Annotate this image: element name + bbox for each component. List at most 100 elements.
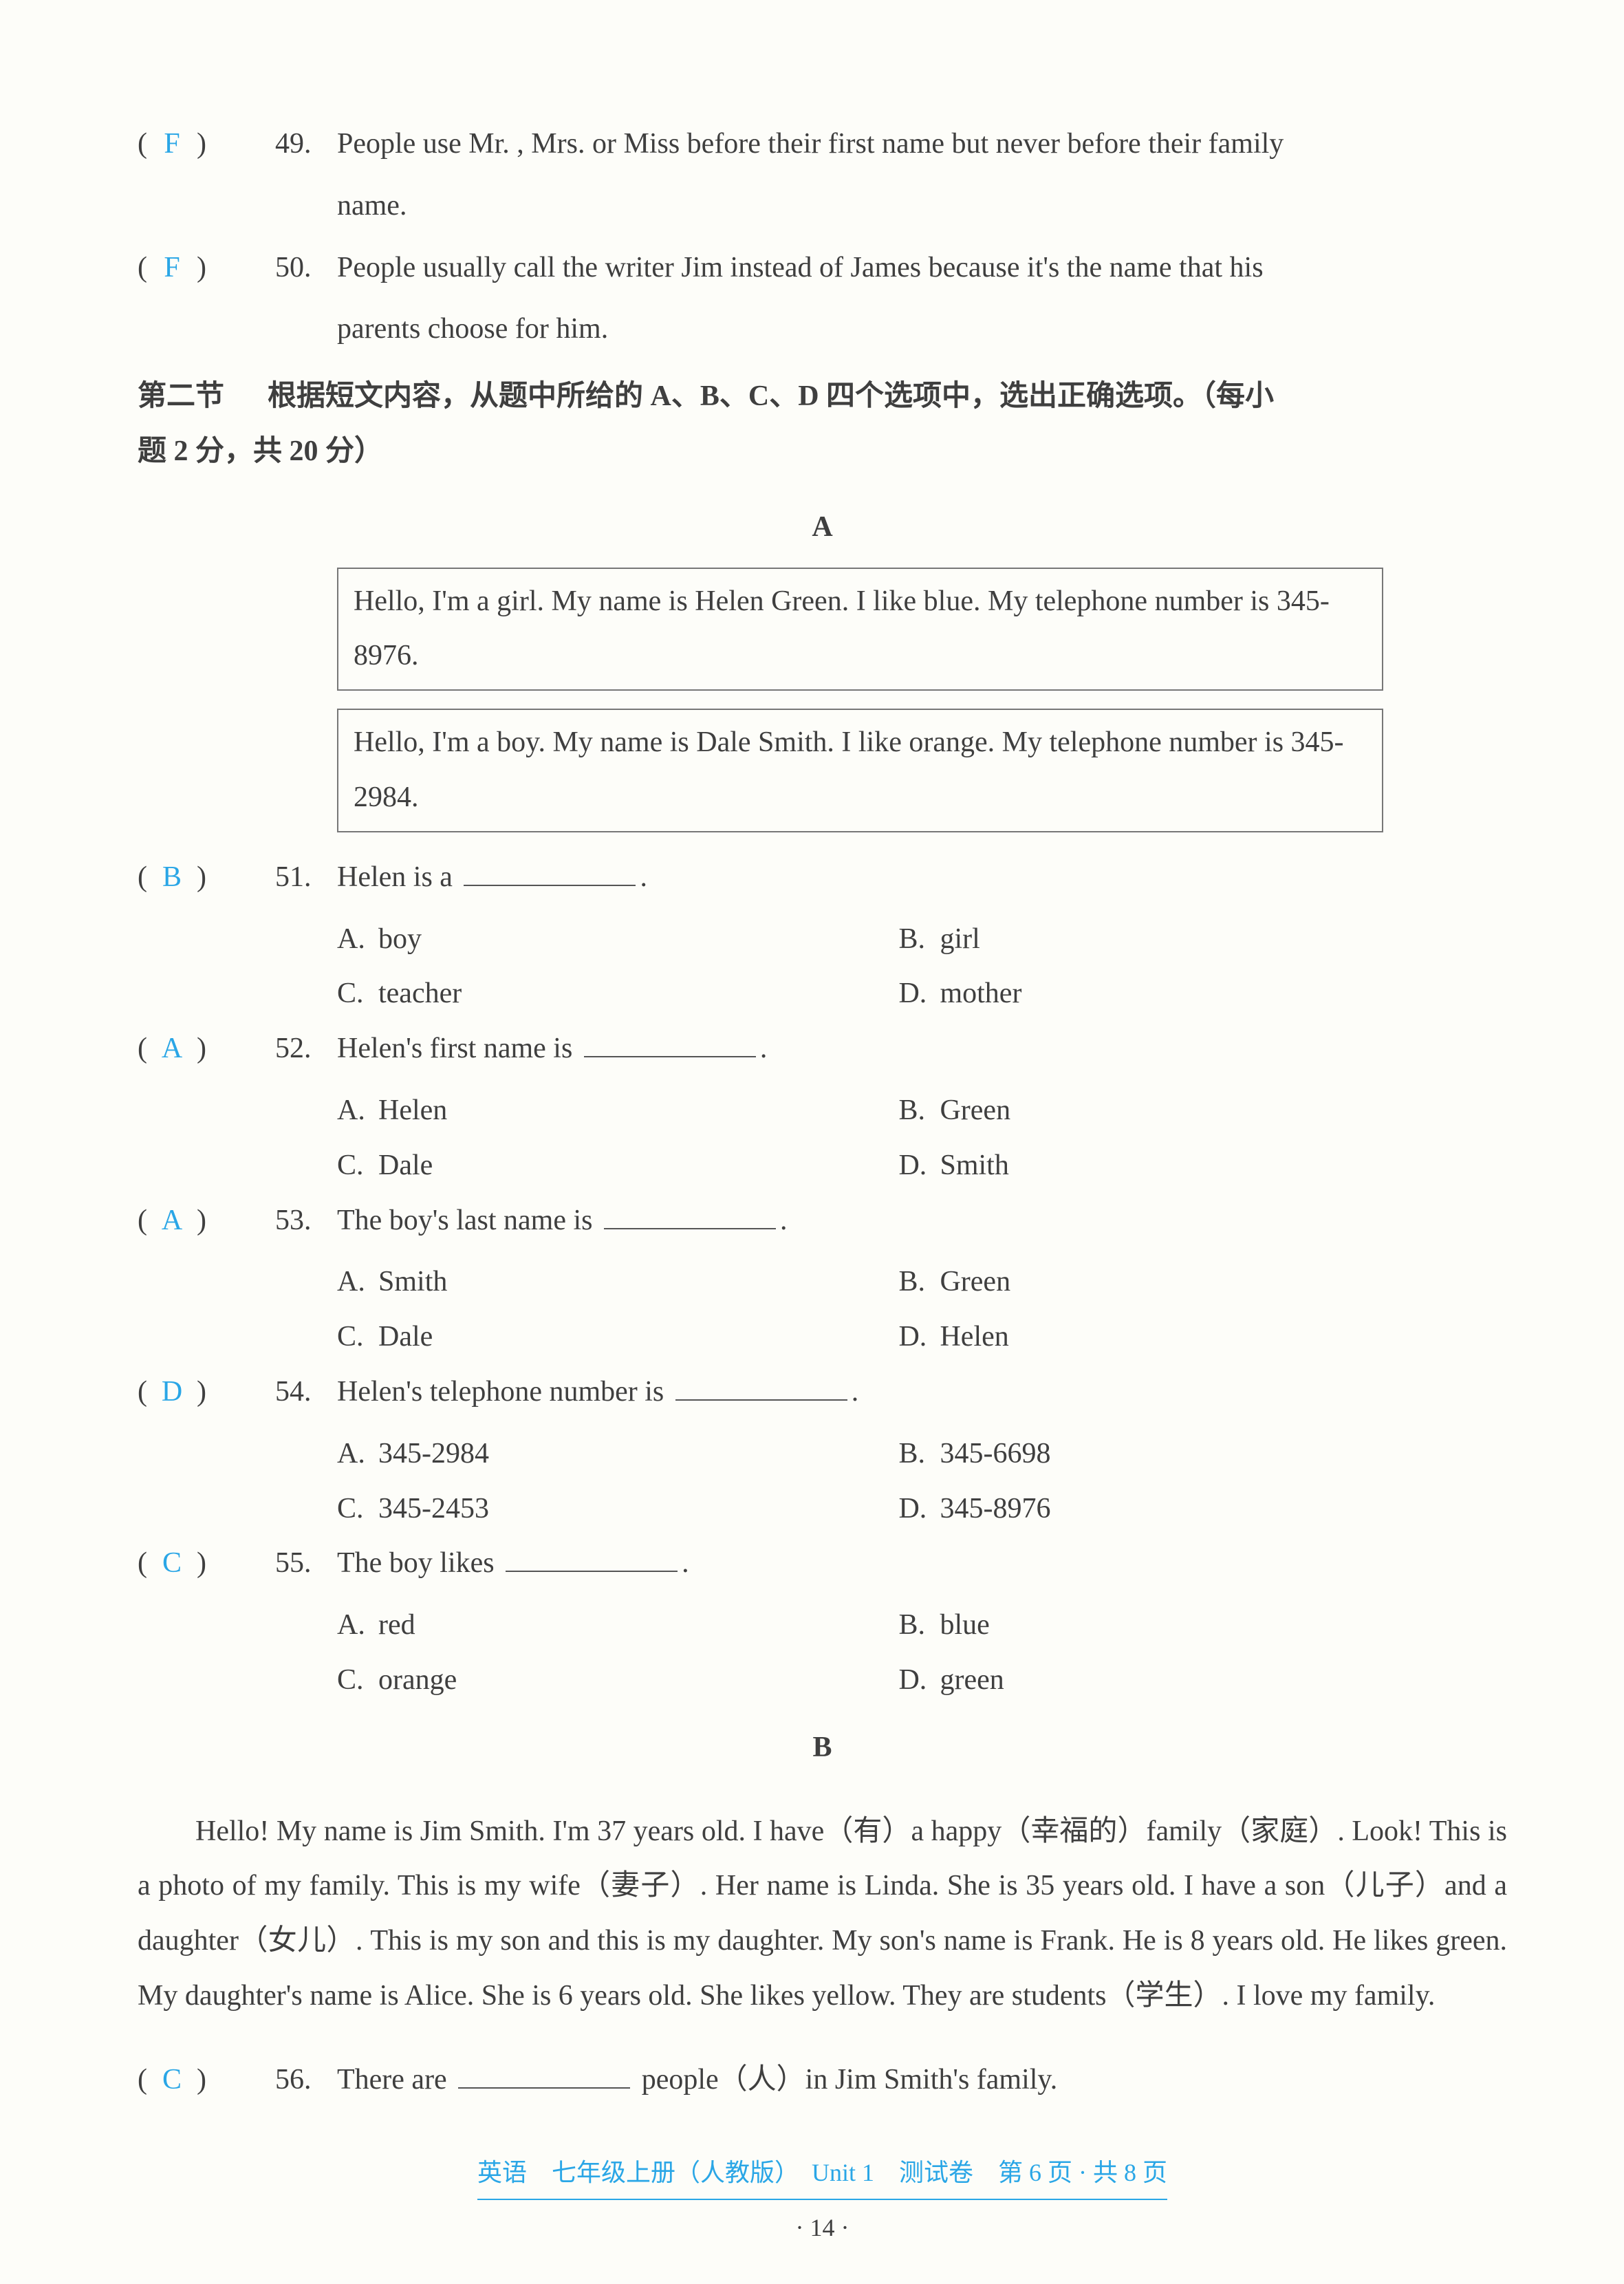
paren-open: ( <box>138 1194 147 1249</box>
question-number: 53. <box>275 1194 337 1249</box>
paren-open: ( <box>138 1536 147 1591</box>
question-number: 52. <box>275 1022 337 1077</box>
opt-letter: C. <box>337 1310 378 1365</box>
paren-open: ( <box>138 241 147 296</box>
opt-letter: B. <box>898 1255 940 1310</box>
section2-instr-line2: 题 2 分，共 20 分） <box>138 435 383 467</box>
opt-text: girl <box>940 912 979 967</box>
passage-b-paragraph: Hello! My name is Jim Smith. I'm 37 year… <box>138 1804 1507 2024</box>
answer-letter: D <box>147 1365 197 1420</box>
option-b: B.girl <box>898 912 1460 967</box>
page-footer: 英语 七年级上册（人教版） Unit 1 测试卷 第 6 页 · 共 8 页 ·… <box>138 2149 1507 2252</box>
paren-open: ( <box>138 117 147 172</box>
stem-post: . <box>780 1205 788 1236</box>
stem-post: . <box>760 1033 768 1064</box>
stem-post: . <box>640 861 647 893</box>
question-number: 49. <box>275 117 337 172</box>
question-stem: There are people（人）in Jim Smith's family… <box>337 2053 1507 2108</box>
answer-bracket: ( F ) <box>138 241 275 296</box>
answer-bracket: ( B ) <box>138 850 275 905</box>
answer-bracket: ( A ) <box>138 1194 275 1249</box>
answer-letter: B <box>147 850 197 905</box>
paren-open: ( <box>138 850 147 905</box>
option-a: A.Smith <box>337 1255 898 1310</box>
stem-pre: Helen's first name is <box>337 1033 580 1064</box>
answer-bracket: ( A ) <box>138 1022 275 1077</box>
paren-open: ( <box>138 1022 147 1077</box>
option-c: C.teacher <box>337 967 898 1022</box>
opt-text: boy <box>378 912 422 967</box>
paren-close: ) <box>197 241 206 296</box>
option-c: C.orange <box>337 1653 898 1708</box>
opt-letter: B. <box>898 1427 940 1482</box>
opt-letter: C. <box>337 967 378 1022</box>
opt-letter: B. <box>898 1598 940 1653</box>
stem-post: people（人）in Jim Smith's family. <box>634 2064 1057 2096</box>
stem-post: . <box>682 1547 689 1579</box>
paren-close: ) <box>197 1536 206 1591</box>
question-stem: The boy's last name is . <box>337 1194 1507 1249</box>
stem-pre: Helen's telephone number is <box>337 1376 671 1408</box>
opt-text: Green <box>940 1255 1010 1310</box>
opt-text: 345-2984 <box>378 1427 489 1482</box>
opt-text: 345-6698 <box>940 1427 1050 1482</box>
answer-letter: F <box>147 241 197 296</box>
paren-close: ) <box>197 1194 206 1249</box>
opt-text: blue <box>940 1598 989 1653</box>
question-text-line1: People use Mr. , Mrs. or Miss before the… <box>337 117 1507 172</box>
opt-text: Dale <box>378 1310 433 1365</box>
option-a: A.345-2984 <box>337 1427 898 1482</box>
section2-label: 第二节 <box>138 380 224 412</box>
stem-pre: The boy likes <box>337 1547 501 1579</box>
passage-a-box2-text: Hello, I'm a boy. My name is Dale Smith.… <box>354 726 1344 813</box>
mc-question-56: ( C ) 56. There are people（人）in Jim Smit… <box>138 2053 1507 2108</box>
opt-letter: B. <box>898 912 940 967</box>
stem-pre: There are <box>337 2064 454 2096</box>
option-d: D.Helen <box>898 1310 1460 1365</box>
opt-letter: D. <box>898 967 940 1022</box>
opt-letter: A. <box>337 1598 378 1653</box>
options-row: A.red B.blue C.orange D.green <box>337 1598 1507 1708</box>
question-stem: Helen's first name is . <box>337 1022 1507 1077</box>
question-number: 55. <box>275 1536 337 1591</box>
tf-question-50: ( F ) 50. People usually call the writer… <box>138 241 1507 296</box>
option-d: D.345-8976 <box>898 1482 1460 1537</box>
question-stem: Helen is a . <box>337 850 1507 905</box>
question-number: 50. <box>275 241 337 296</box>
answer-bracket: ( C ) <box>138 1536 275 1591</box>
paren-close: ) <box>197 850 206 905</box>
section2-instructions: 第二节 根据短文内容，从题中所给的 A、B、C、D 四个选项中，选出正确选项。（… <box>138 369 1507 424</box>
paren-close: ) <box>197 1022 206 1077</box>
fill-blank <box>458 2061 630 2089</box>
mc-question-53: ( A ) 53. The boy's last name is . <box>138 1194 1507 1249</box>
opt-letter: A. <box>337 1084 378 1139</box>
stem-pre: The boy's last name is <box>337 1205 600 1236</box>
mc-question-54: ( D ) 54. Helen's telephone number is . <box>138 1365 1507 1420</box>
answer-letter: A <box>147 1194 197 1249</box>
paren-close: ) <box>197 1365 206 1420</box>
option-d: D.green <box>898 1653 1460 1708</box>
answer-letter: A <box>147 1022 197 1077</box>
opt-text: Smith <box>940 1139 1008 1194</box>
section2-instr-line1: 根据短文内容，从题中所给的 A、B、C、D 四个选项中，选出正确选项。（每小 <box>268 380 1274 412</box>
answer-bracket: ( D ) <box>138 1365 275 1420</box>
section2-instructions-line2: 题 2 分，共 20 分） <box>138 424 1507 480</box>
tf-question-49: ( F ) 49. People use Mr. , Mrs. or Miss … <box>138 117 1507 172</box>
mc-question-52: ( A ) 52. Helen's first name is . <box>138 1022 1507 1077</box>
opt-letter: D. <box>898 1482 940 1537</box>
option-d: D.mother <box>898 967 1460 1022</box>
opt-letter: C. <box>337 1653 378 1708</box>
opt-text: green <box>940 1653 1004 1708</box>
worksheet-page: ( F ) 49. People use Mr. , Mrs. or Miss … <box>0 0 1624 2284</box>
options-row: A.Helen B.Green C.Dale D.Smith <box>337 1084 1507 1194</box>
passage-a-box2: Hello, I'm a boy. My name is Dale Smith.… <box>337 709 1383 832</box>
passage-a-label: A <box>138 500 1507 555</box>
passage-a-box1: Hello, I'm a girl. My name is Helen Gree… <box>337 568 1383 691</box>
opt-text: red <box>378 1598 415 1653</box>
option-a: A.red <box>337 1598 898 1653</box>
answer-bracket: ( C ) <box>138 2053 275 2108</box>
passage-b-text: Hello! My name is Jim Smith. I'm 37 year… <box>138 1804 1507 2024</box>
opt-text: Helen <box>378 1084 447 1139</box>
fill-blank <box>584 1030 756 1057</box>
passage-b-label: B <box>138 1721 1507 1776</box>
